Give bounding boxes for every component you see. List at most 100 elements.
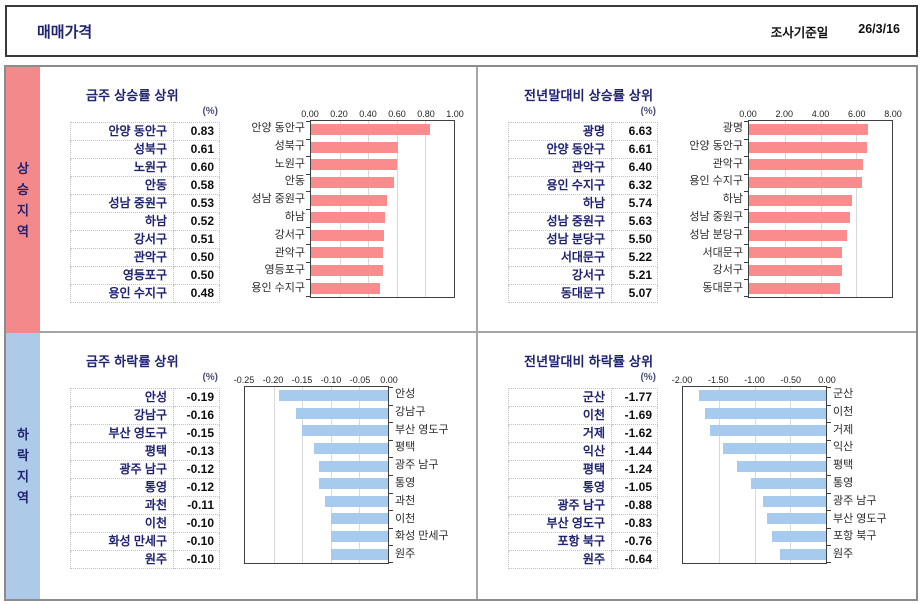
axis-tick-label: 0.20 — [330, 109, 348, 119]
region-name: 용인 수지구 — [508, 176, 612, 195]
table-row: 관악구 0.50 — [70, 248, 220, 267]
bar — [749, 229, 848, 241]
region-value: -0.10 — [173, 532, 220, 551]
axis-tick-labels: -2.00 -1.50 -1.00 -0.50 0.00 — [672, 372, 836, 386]
table-row: 강서구 5.21 — [508, 266, 658, 285]
category-tick — [744, 173, 748, 175]
gridline — [790, 387, 792, 563]
axis-tick-labels: -0.25 -0.20 -0.15 -0.10 -0.05 0.00 — [234, 372, 398, 386]
table-row: 광주 남구 -0.12 — [70, 460, 220, 479]
category-label: 관악구 — [712, 157, 743, 170]
table-row: 부산 영도구 -0.15 — [70, 424, 220, 443]
region-value: 6.32 — [611, 176, 658, 195]
region-value: -0.88 — [611, 496, 658, 515]
category-labels: 군산 이천 거제 익산 평택 통영 광주 남구 부산 영도구 포항 북구 원주 — [827, 386, 915, 564]
category-label: 화성 만세구 — [395, 530, 449, 543]
category-tick — [306, 296, 310, 297]
table-row: 용인 수지구 6.32 — [508, 176, 658, 195]
region-value: 0.83 — [173, 122, 220, 141]
rank-table-wrap: (%) 안양 동안구 0.83 성북구 0.61 노원구 0.60 안동 0.58 성남 중원구… — [70, 106, 220, 303]
table-row: 성북구 0.61 — [70, 140, 220, 159]
region-name: 안성 — [70, 388, 174, 407]
region-value: 5.50 — [611, 230, 658, 249]
table-row: 거제 -1.62 — [508, 424, 658, 443]
unit-label: (%) — [640, 106, 656, 117]
bar-row — [683, 493, 826, 511]
region-name: 하남 — [508, 194, 612, 213]
table-row: 포항 북구 -0.76 — [508, 532, 658, 551]
table-row: 원주 -0.10 — [70, 550, 220, 569]
table-row: 평택 -0.13 — [70, 442, 220, 461]
table-row: 안양 동안구 0.83 — [70, 122, 220, 141]
category-label: 강서구 — [274, 228, 305, 241]
category-tick — [827, 545, 831, 547]
category-tick — [389, 510, 393, 512]
gridline — [425, 121, 427, 297]
region-value: -0.13 — [173, 442, 220, 461]
section-content: (%) 군산 -1.77 이천 -1.69 거제 -1.62 익산 -1.44 평택 -1.24 통… — [508, 372, 916, 569]
region-name: 광주 남구 — [70, 460, 174, 479]
section-week-fall: 금주 하락률 상위 (%) 안성 -0.19 강남구 -0.16 부산 영도구 -0.15… — [40, 333, 478, 599]
vertical-label-char: 역 — [17, 490, 29, 505]
gridline — [718, 387, 720, 563]
table-row: 서대문구 5.22 — [508, 248, 658, 267]
table-row: 익산 -1.44 — [508, 442, 658, 461]
bar-row — [683, 528, 826, 546]
bar-row — [749, 139, 892, 157]
bar-row — [245, 545, 388, 563]
unit-label: (%) — [202, 106, 218, 117]
region-value: 0.52 — [173, 212, 220, 231]
vertical-label-char: 승 — [17, 182, 29, 197]
category-label: 강남구 — [395, 405, 426, 418]
region-value: 0.61 — [173, 140, 220, 159]
region-name: 부산 영도구 — [508, 514, 612, 533]
table-row: 군산 -1.77 — [508, 388, 658, 407]
bar-row — [245, 475, 388, 493]
region-name: 관악구 — [508, 158, 612, 177]
axis-tick-label: -0.50 — [780, 375, 802, 385]
bar-row — [245, 405, 388, 423]
bar-row — [683, 475, 826, 493]
gridline — [784, 121, 786, 297]
section-content: (%) 안양 동안구 0.83 성북구 0.61 노원구 0.60 안동 0.58 성남 중원구… — [70, 106, 476, 303]
category-label: 부산 영도구 — [395, 423, 449, 436]
region-name: 강서구 — [508, 266, 612, 285]
category-tick — [306, 209, 310, 210]
region-value: -1.05 — [611, 478, 658, 497]
region-value: 6.61 — [611, 140, 658, 159]
category-tick — [306, 226, 310, 228]
rank-table-wrap: (%) 안성 -0.19 강남구 -0.16 부산 영도구 -0.15 평택 -0.13 광주 … — [70, 372, 220, 569]
bar-row — [311, 174, 454, 192]
region-name: 익산 — [508, 442, 612, 461]
bar — [319, 478, 388, 490]
region-name: 서대문구 — [508, 248, 612, 267]
bar-row — [311, 279, 454, 297]
table-row: 성남 중원구 5.63 — [508, 212, 658, 231]
bar — [710, 425, 826, 437]
category-tick — [389, 387, 393, 388]
category-tick — [389, 404, 393, 406]
table-row: 광주 남구 -0.88 — [508, 496, 658, 515]
gridline — [754, 387, 756, 563]
category-label: 이천 — [833, 405, 854, 418]
region-name: 이천 — [508, 406, 612, 425]
bar-row — [749, 156, 892, 174]
bar-row — [311, 139, 454, 157]
bar — [302, 425, 388, 437]
category-tick — [827, 404, 831, 406]
category-tick — [389, 422, 393, 424]
gridline — [330, 387, 332, 563]
region-name: 동대문구 — [508, 284, 612, 303]
bar-row — [749, 279, 892, 297]
bar — [311, 177, 394, 189]
vertical-label-char: 지 — [17, 469, 29, 484]
category-tick — [389, 527, 393, 529]
category-tick — [389, 545, 393, 547]
bar-row — [749, 209, 892, 227]
axis-tick-label: 1.00 — [446, 109, 464, 119]
axis-tick-labels: 0.00 2.00 4.00 6.00 8.00 — [739, 106, 902, 120]
region-name: 안양 동안구 — [70, 122, 174, 141]
table-row: 부산 영도구 -0.83 — [508, 514, 658, 533]
